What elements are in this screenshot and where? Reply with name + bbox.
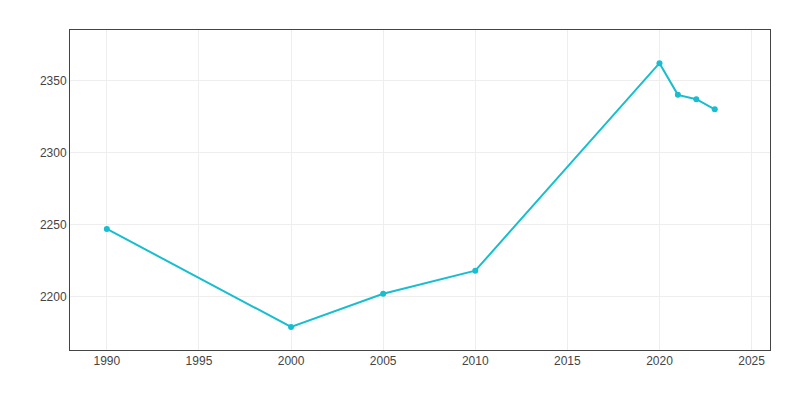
svg-text:2010: 2010 [462,354,489,368]
svg-text:2015: 2015 [554,354,581,368]
svg-text:2350: 2350 [40,74,67,88]
svg-text:2005: 2005 [370,354,397,368]
svg-text:2300: 2300 [40,146,67,160]
svg-text:1995: 1995 [186,354,213,368]
svg-text:2000: 2000 [278,354,305,368]
svg-text:2250: 2250 [40,218,67,232]
svg-text:2025: 2025 [738,354,765,368]
svg-text:2020: 2020 [646,354,673,368]
svg-text:2200: 2200 [40,290,67,304]
svg-text:1990: 1990 [93,354,120,368]
